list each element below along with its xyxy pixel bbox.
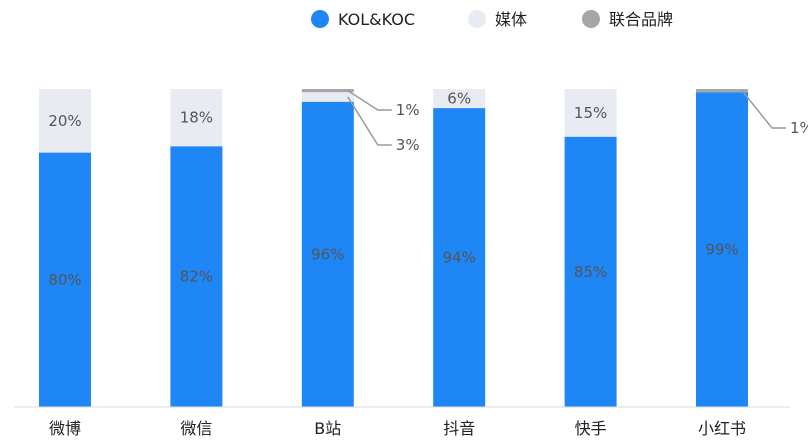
data-label: 99% [705, 241, 738, 259]
callout-line [347, 89, 392, 111]
bars [39, 89, 748, 408]
callout-label: 1% [396, 101, 420, 119]
bar-segment-kol [301, 101, 354, 407]
bar-segment-media [433, 89, 486, 109]
category-label: 微博 [49, 419, 81, 438]
bar-segment-cobrand [696, 89, 748, 93]
legend-label-cobrand: 联合品牌 [609, 10, 673, 29]
data-label: 20% [48, 112, 81, 130]
category-label: B站 [314, 419, 341, 438]
category-label: 微信 [180, 419, 212, 438]
legend: KOL&KOC 媒体 联合品牌 [311, 10, 673, 29]
data-label: 15% [574, 104, 607, 122]
callout-line [347, 96, 392, 146]
category-label: 快手 [575, 419, 607, 438]
data-label: 94% [443, 249, 476, 267]
legend-marker-cobrand [582, 10, 600, 28]
bar-segment-media [301, 92, 354, 102]
bar-segment-media [170, 89, 223, 147]
legend-marker-kol [311, 10, 329, 28]
callouts: 3% 1% 1% [347, 89, 808, 154]
data-label: 82% [180, 268, 213, 286]
bar-segment-kol [433, 108, 486, 407]
category-labels: 微博 微信 B站 抖音 快手 小红书 [49, 419, 746, 438]
legend-marker-media [468, 10, 486, 28]
data-label: 18% [180, 109, 213, 127]
bar-segment-kol [39, 152, 91, 407]
callout-label: 1% [790, 119, 808, 137]
category-label: 小红书 [698, 419, 746, 438]
legend-label-kol: KOL&KOC [338, 10, 415, 29]
data-label: 6% [447, 90, 471, 108]
data-label: 96% [311, 245, 344, 263]
bar-segment-kol [696, 92, 748, 408]
data-label: 80% [48, 271, 81, 289]
callout-line [741, 90, 786, 129]
data-labels: 80% 20% 82% 18% 96% 94% 6% 85% 15% 99% [48, 90, 738, 289]
bar-segment-media [39, 89, 91, 153]
bar-segment-media [564, 89, 617, 137]
category-label: 抖音 [443, 419, 475, 438]
bar-segment-kol [564, 136, 617, 407]
bar-segment-kol [170, 146, 223, 408]
data-label: 85% [574, 263, 607, 281]
bar-segment-cobrand [301, 89, 354, 93]
legend-label-media: 媒体 [495, 10, 527, 29]
callout-label: 3% [396, 136, 420, 154]
